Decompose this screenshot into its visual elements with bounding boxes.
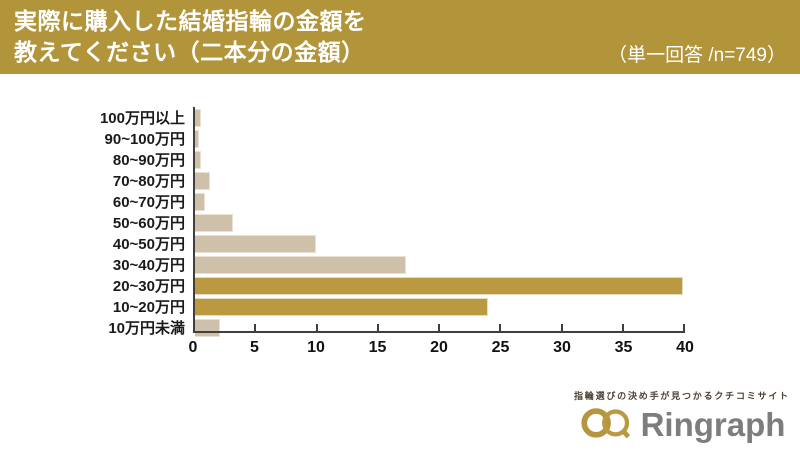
category-label: 90~100万円: [104, 131, 185, 148]
category-label: 10万円未満: [108, 320, 185, 337]
x-axis-ticks: [193, 324, 685, 331]
tick-mark: [560, 324, 563, 331]
tick-mark: [621, 324, 624, 331]
chart-row: 30~40万円: [0, 254, 690, 275]
chart-title: 実際に購入した結婚指輪の金額を 教えてください（二本分の金額）: [0, 0, 367, 74]
category-label: 60~70万円: [112, 194, 185, 211]
tick-mark: [438, 324, 440, 331]
bar-chart: 100万円以上 90~100万円 80~90万円 70~80万円 60~70万円…: [0, 107, 690, 337]
brand-tagline: 指輪選びの決め手が見つかるクチコミサイト: [573, 391, 790, 401]
category-label: 30~40万円: [112, 257, 185, 274]
x-tick-label: 35: [614, 339, 633, 356]
bar: [195, 192, 205, 211]
tick-mark: [683, 324, 685, 331]
x-axis-line: [193, 331, 685, 333]
brand-name: Ringraph: [640, 405, 786, 443]
bar: [195, 213, 233, 232]
tick-mark: [376, 324, 379, 331]
chart-title-line1: 実際に購入した結婚指輪の金額を: [14, 8, 367, 34]
chart-row: 50~60万円: [0, 212, 690, 233]
bar: [195, 108, 202, 127]
chart-title-line2: 教えてください（二本分の金額）: [14, 39, 365, 65]
chart-header: 実際に購入した結婚指輪の金額を 教えてください（二本分の金額） （単一回答 /n…: [0, 0, 800, 74]
chart-row: 20~30万円: [0, 275, 690, 296]
x-tick-label: 15: [368, 339, 387, 356]
sample-size-note: （単一回答 /n=749）: [608, 45, 786, 66]
y-axis-line: [193, 107, 195, 333]
brand-footer: 指輪選びの決め手が見つかるクチコミサイト Ringraph: [574, 389, 792, 446]
category-label: 10~20万円: [112, 299, 185, 316]
chart-row: 80~90万円: [0, 149, 690, 170]
category-label: 70~80万円: [112, 173, 185, 190]
tick-mark: [254, 324, 257, 331]
bar: [195, 276, 683, 295]
chart-row: 90~100万円: [0, 128, 690, 149]
category-label: 20~30万円: [112, 278, 185, 295]
category-label: 50~60万円: [112, 215, 185, 232]
tick-mark: [315, 324, 318, 331]
x-tick-label: 0: [188, 339, 198, 356]
chart-row: 70~80万円: [0, 170, 690, 191]
category-label: 80~90万円: [112, 152, 185, 169]
bar: [195, 297, 488, 316]
chart-row: 100万円以上: [0, 107, 690, 128]
chart-row: 10~20万円: [0, 296, 690, 317]
category-label: 100万円以上: [99, 110, 185, 127]
x-tick-label: 5: [250, 339, 259, 356]
tick-mark: [499, 324, 502, 331]
x-tick-label: 30: [553, 339, 571, 356]
x-tick-label: 20: [430, 339, 448, 356]
chart-row: 40~50万円: [0, 233, 690, 254]
bar: [195, 150, 202, 169]
tick-mark: [193, 324, 195, 331]
chart-row: 60~70万円: [0, 191, 690, 212]
bar: [195, 171, 210, 190]
interlocked-rings-icon: [580, 403, 635, 446]
bar: [195, 129, 199, 148]
x-axis-labels: 0 5 10 15 20 25 30 35 40: [189, 339, 694, 357]
x-tick-label: 40: [676, 339, 694, 356]
x-tick-label: 25: [491, 339, 510, 356]
bar: [195, 234, 317, 253]
x-tick-label: 10: [307, 339, 325, 356]
category-label: 40~50万円: [112, 236, 185, 253]
bar: [195, 255, 406, 274]
